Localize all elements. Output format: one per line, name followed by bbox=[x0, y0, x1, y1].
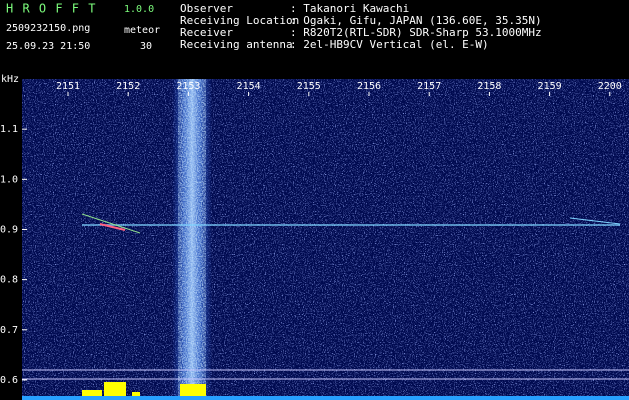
field-label: Receiving antenna bbox=[180, 38, 293, 51]
field-label: Observer bbox=[180, 2, 233, 15]
field-label: Receiving Location bbox=[180, 14, 299, 27]
y-tick-label: 0.6 bbox=[0, 375, 18, 386]
x-tick-label: 2159 bbox=[538, 81, 562, 92]
y-tick-label: 1.0 bbox=[0, 174, 18, 185]
carrier bbox=[172, 79, 212, 400]
field-value: : R820T2(RTL-SDR) SDR-Sharp 53.1000MHz bbox=[290, 26, 542, 39]
field-value: : 2el-HB9CV Vertical (el. E-W) bbox=[290, 38, 489, 51]
y-tick-label: 0.8 bbox=[0, 275, 18, 286]
header-bg bbox=[0, 0, 629, 79]
app-name: H R O F F T bbox=[6, 2, 96, 16]
x-tick-label: 2157 bbox=[417, 81, 441, 92]
noise bbox=[22, 79, 629, 400]
mode: meteor bbox=[124, 25, 160, 36]
version: 1.0.0 bbox=[124, 4, 154, 15]
x-tick-label: 2154 bbox=[237, 81, 261, 92]
y-axis-label: kHz bbox=[1, 74, 19, 85]
x-tick-label: 2152 bbox=[116, 81, 140, 92]
field-label: Receiver bbox=[180, 26, 233, 39]
x-tick-label: 2151 bbox=[56, 81, 80, 92]
meteor-counts bbox=[22, 382, 629, 400]
field-value: : Takanori Kawachi bbox=[290, 2, 409, 15]
x-tick-label: 2200 bbox=[598, 81, 622, 92]
file-name: 2509232150.png bbox=[6, 23, 90, 34]
x-tick-label: 2155 bbox=[297, 81, 321, 92]
field-value: : Ogaki, Gifu, JAPAN (136.60E, 35.35N) bbox=[290, 14, 542, 27]
y-tick-label: 0.9 bbox=[0, 224, 18, 235]
x-tick-label: 2156 bbox=[357, 81, 381, 92]
datetime: 25.09.23 21:50 bbox=[6, 41, 90, 52]
x-tick-label: 2153 bbox=[176, 81, 200, 92]
x-tick-label: 2158 bbox=[477, 81, 501, 92]
tone bbox=[81, 213, 621, 234]
axis-bg bbox=[0, 79, 22, 400]
y-tick-label: 1.1 bbox=[0, 124, 18, 135]
count: 30 bbox=[140, 41, 152, 52]
y-tick-label: 0.7 bbox=[0, 325, 18, 336]
